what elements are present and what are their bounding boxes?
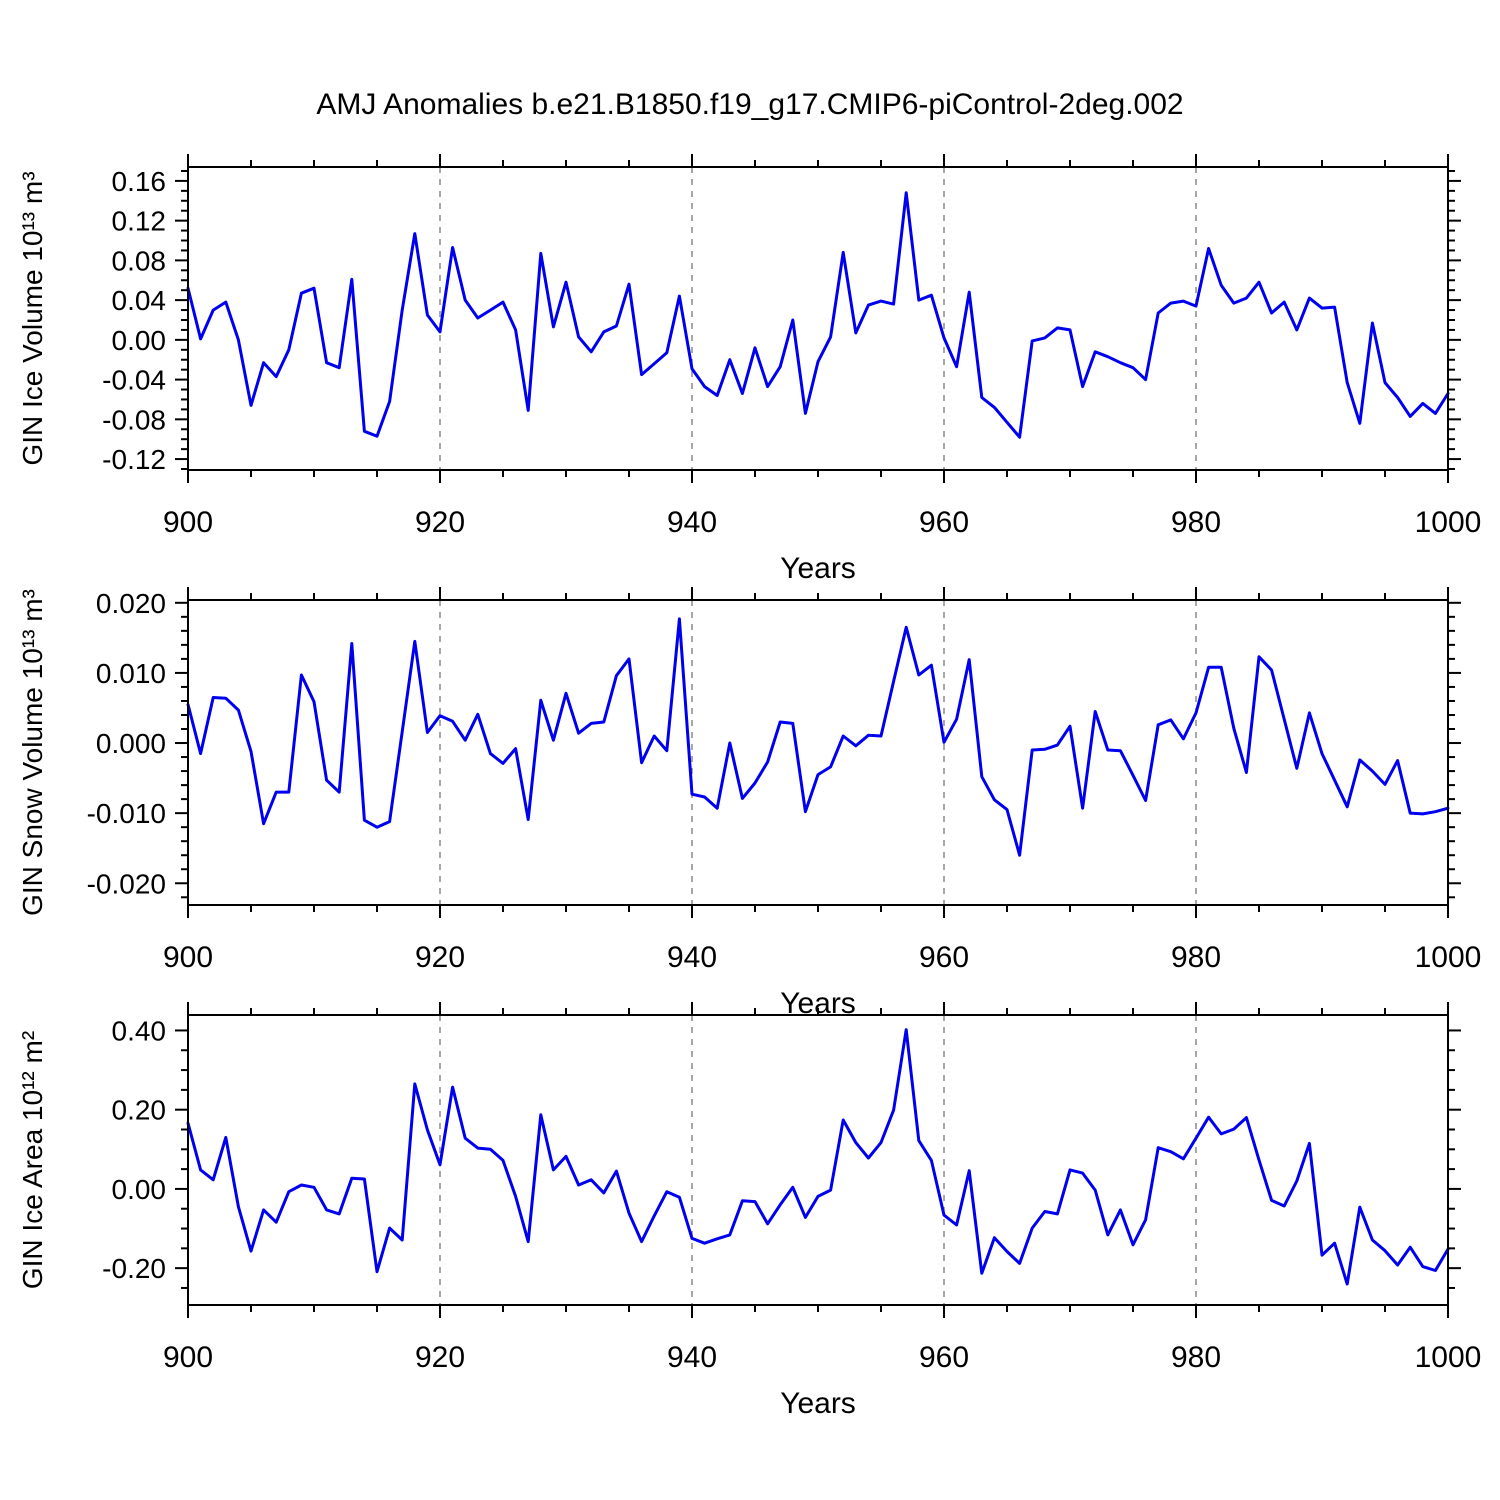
x-axis-title: Years [780,552,856,585]
x-tick-label: 900 [163,506,213,539]
y-tick-label: 0.20 [112,1095,167,1126]
plot-frame [187,166,1449,471]
y-tick-label: 0.12 [112,206,167,237]
y-tick-label: 0.16 [112,166,167,197]
x-tick-label: 900 [163,1341,213,1374]
x-tick-label: 960 [919,506,969,539]
y-tick-label: -0.04 [102,365,166,396]
x-tick-label: 920 [415,941,465,974]
x-tick-label: 940 [667,1341,717,1374]
y-tick-label: 0.020 [96,588,166,619]
x-tick-label: 960 [919,1341,969,1374]
x-tick-label: 980 [1171,506,1221,539]
x-tick-label: 940 [667,506,717,539]
x-tick-label: 960 [919,941,969,974]
series-line-1 [186,191,1450,439]
panel-3: -0.20 0.00 0.20 0.40 900 920 940 960 980 1000 Year… [17,1002,1481,1420]
panel-1: -0.12 -0.08 -0.04 0.00 0.04 0.08 0.12 0.16 900 92… [17,154,1481,585]
series-line-2 [186,617,1450,857]
y-axis-title: GIN Ice Area 10¹² m² [17,1031,48,1289]
x-tick-label: 920 [415,506,465,539]
panel-2: -0.020 -0.010 0.000 0.010 0.020 900 920 940 960 9… [17,587,1481,1020]
y-tick-label: 0.40 [112,1015,167,1046]
series-line-3 [186,1028,1450,1286]
x-tick-label: 920 [415,1341,465,1374]
y-tick-label: 0.04 [112,285,167,316]
y-tick-label: 0.010 [96,658,166,689]
y-tick-label: -0.010 [87,798,166,829]
y-tick-label: -0.08 [102,404,166,435]
plot-frame [187,599,1449,906]
y-tick-label: -0.12 [102,444,166,475]
x-tick-label: 980 [1171,941,1221,974]
y-axis-title: GIN Snow Volume 10¹³ m³ [17,589,48,916]
x-tick-label: 1000 [1415,506,1482,539]
x-tick-label: 940 [667,941,717,974]
x-tick-label: 1000 [1415,1341,1482,1374]
y-tick-label: -0.20 [102,1253,166,1284]
chart-title: AMJ Anomalies b.e21.B1850.f19_g17.CMIP6-… [316,88,1184,121]
y-axis-title: GIN Ice Volume 10¹³ m³ [17,171,48,465]
x-tick-label: 1000 [1415,941,1482,974]
x-tick-label: 900 [163,941,213,974]
y-tick-label: -0.020 [87,868,166,899]
y-tick-label: 0.00 [112,325,167,356]
x-axis-title: Years [780,1387,856,1420]
y-tick-label: 0.08 [112,245,167,276]
x-tick-label: 980 [1171,1341,1221,1374]
y-tick-label: 0.000 [96,728,166,759]
y-tick-label: 0.00 [112,1174,167,1205]
